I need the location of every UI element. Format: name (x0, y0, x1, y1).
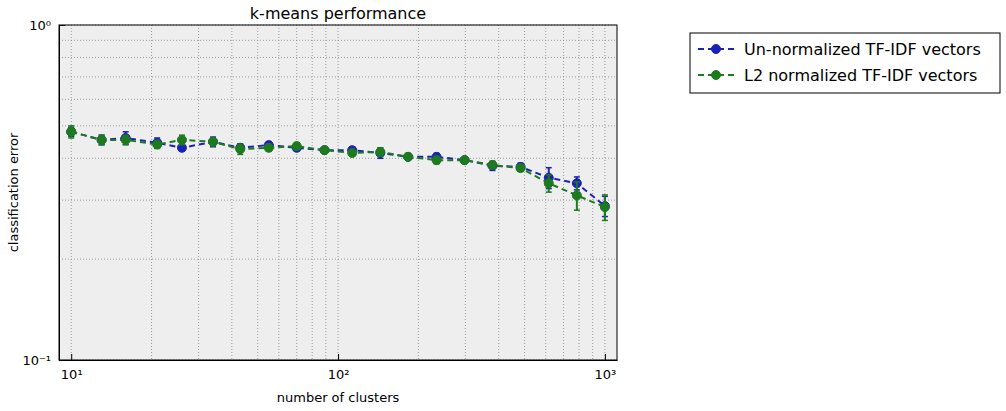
series (67, 127, 610, 216)
grid-line (231, 25, 232, 360)
error-bar-cap (574, 181, 580, 183)
title: k-means performance (250, 4, 426, 23)
tick-mark (605, 354, 606, 360)
legend-label: L2 normalized TF-IDF vectors (744, 66, 977, 85)
y-axis-title: classification error (6, 132, 21, 252)
data-point (544, 179, 553, 188)
data-point (320, 146, 329, 155)
legend-marker (712, 45, 721, 54)
tick-mark (59, 25, 65, 26)
legend: Un-normalized TF-IDF vectors L2 normalize… (690, 33, 1000, 93)
data-point (404, 152, 413, 161)
grid-line (563, 25, 564, 360)
error-bar-cap (602, 220, 608, 222)
grid-line (498, 25, 499, 360)
grid-line (524, 25, 525, 360)
data-point (209, 137, 218, 146)
legend-box (690, 33, 1000, 93)
data-point (348, 148, 357, 157)
axis-line (60, 360, 618, 361)
data-point (292, 142, 301, 151)
tick-label: 10⁰ (29, 18, 51, 33)
error-bar-cap (546, 191, 552, 193)
legend-label: Un-normalized TF-IDF vectors (744, 40, 981, 59)
grid-line (59, 57, 617, 58)
error-bar-cap (546, 167, 552, 169)
data-point (97, 135, 106, 144)
data-point (177, 135, 186, 144)
plot-frame (59, 25, 617, 360)
chart: 10¹ 10² 10³ 10⁻¹ 10⁰ k-means performance numbe… (0, 0, 1006, 411)
tick-mark (71, 354, 72, 360)
grid-line (592, 25, 593, 360)
grid-line (338, 25, 339, 360)
tick: 10³ (595, 354, 617, 382)
data-point (236, 145, 245, 154)
grid-line (59, 99, 617, 100)
data-point (264, 143, 273, 152)
x-axis: 10¹ 10² 10³ (60, 354, 618, 382)
y-axis: 10⁻¹ 10⁰ (22, 18, 65, 368)
tick-mark (59, 360, 65, 361)
data-point (320, 146, 329, 155)
grid-line (198, 25, 199, 360)
error-bar-cap (602, 194, 608, 196)
data-point (404, 152, 413, 161)
grid-line (325, 25, 326, 360)
grid-line (71, 25, 72, 360)
grid-line (465, 25, 466, 360)
error-bar-cap (123, 131, 129, 133)
data-point (153, 140, 162, 149)
data-point (572, 191, 581, 200)
grid-line (418, 25, 419, 360)
data-point (376, 147, 385, 156)
grid-line (296, 25, 297, 360)
axis-line (59, 26, 60, 361)
tick-mark (338, 354, 339, 360)
grid-line (257, 25, 258, 360)
tick-label: 10³ (595, 367, 617, 382)
data-point (209, 137, 218, 146)
data-point (600, 203, 609, 212)
grid-line (604, 25, 605, 360)
tick: 10¹ (61, 354, 83, 382)
grid (59, 25, 617, 360)
grid-line (151, 25, 152, 360)
data-point (460, 156, 469, 165)
error-bar-cap (68, 137, 74, 139)
grid-line (59, 125, 617, 126)
series-line (71, 132, 605, 207)
data-point (67, 127, 76, 136)
data-point (460, 156, 469, 165)
data-point (67, 127, 76, 136)
tick: 10² (328, 354, 350, 382)
error-bar-cap (574, 209, 580, 211)
tick-label: 10¹ (61, 367, 83, 382)
error-bar-cap (574, 176, 580, 178)
series (67, 126, 610, 221)
grid-line (278, 25, 279, 360)
tick: 10⁻¹ (22, 353, 65, 368)
error-bar-cap (546, 174, 552, 176)
plot-background (59, 25, 617, 360)
data-point (516, 164, 525, 173)
data-point (121, 135, 130, 144)
tick-label: 10⁻¹ (22, 353, 51, 368)
tick: 10⁰ (29, 18, 65, 33)
data-point (488, 161, 497, 170)
x-axis-title: number of clusters (277, 390, 400, 405)
error-bar-cap (68, 125, 74, 127)
data-point (432, 156, 441, 165)
legend-marker (712, 71, 721, 80)
grid-line (312, 25, 313, 360)
data-point (97, 135, 106, 144)
data-point (488, 161, 497, 170)
plot-area (67, 126, 610, 221)
tick-label: 10² (328, 367, 350, 382)
